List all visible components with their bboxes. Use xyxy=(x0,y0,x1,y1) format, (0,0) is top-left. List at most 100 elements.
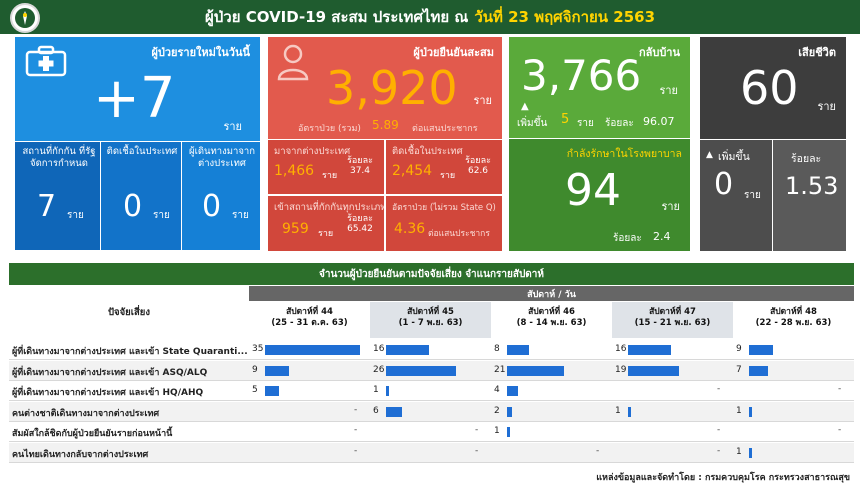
deaths-value: 60 xyxy=(740,61,799,115)
risk-factor-label: ผู้ที่เดินทางมาจากต่างประเทศ และเข้า Sta… xyxy=(12,347,248,357)
cell-bar xyxy=(749,365,768,376)
new-cases-value: +7 xyxy=(93,66,176,131)
deaths-inc-value: 0 xyxy=(714,167,734,202)
cell-value: 1 xyxy=(736,446,742,457)
week-header: สัปดาห์ / วัน xyxy=(249,286,854,301)
recovered-label: กลับบ้าน xyxy=(638,46,680,59)
person-icon xyxy=(276,43,310,85)
cell-value: 19 xyxy=(615,364,627,375)
cumulative-quarantine-card: เข้าสถานที่กักกันทุกประเภท 959 ราย ร้อยล… xyxy=(268,196,384,251)
cumulative-unit: ราย xyxy=(473,94,492,107)
empty-cell: - xyxy=(354,445,358,456)
new-cases-abroad-card: ผู้เดินทางมาจาก ต่างประเทศ 0 ราย xyxy=(182,142,260,250)
quarantine-unit: ราย xyxy=(67,210,84,221)
local-value: 0 xyxy=(123,189,143,224)
week-header-3: สัปดาห์ที่ 46 (8 - 14 พ.ย. 63) xyxy=(491,302,612,338)
cumulative-label: ผู้ป่วยยืนยันสะสม xyxy=(413,46,494,59)
empty-cell: - xyxy=(838,425,842,435)
rate-unit: ต่อแสนประชากร xyxy=(412,124,478,134)
hospital-value: 94 xyxy=(565,165,621,216)
cell-value: 26 xyxy=(373,364,385,375)
week-header-1: สัปดาห์ที่ 44 (25 - 31 ต.ค. 63) xyxy=(249,302,370,338)
cell-bar xyxy=(507,365,564,376)
cum-local-label: ติดเชื้อในประเทศ xyxy=(392,146,463,157)
cell-value: 1 xyxy=(736,405,742,416)
quarantine-value: 7 xyxy=(37,189,57,224)
source-note: แหล่งข้อมูลและจัดทำโดย : กรมควบคุมโรค กร… xyxy=(596,473,850,483)
cum-local-pct: ร้อยละ 62.6 xyxy=(465,156,491,177)
local-unit: ราย xyxy=(153,210,170,221)
risk-factor-label: สัมผัสใกล้ชิดกับผู้ป่วยยืนยันรายก่อนหน้า… xyxy=(12,429,173,439)
new-cases-card: ผู้ป่วยรายใหม่ในวันนี้ +7 ราย xyxy=(15,37,260,141)
cell-bar xyxy=(265,365,290,376)
empty-cell: - xyxy=(354,404,358,415)
table-row: สัมผัสใกล้ชิดกับผู้ป่วยยืนยันรายก่อนหน้า… xyxy=(9,422,854,442)
empty-cell: - xyxy=(475,425,479,435)
deaths-inc-label: เพิ่มขึ้น xyxy=(718,151,750,163)
table-row: คนต่างชาติเดินทางมาจากต่างประเทศ - 6 2 1 1 xyxy=(9,401,854,422)
empty-cell: - xyxy=(717,425,721,435)
abroad-value: 0 xyxy=(202,189,222,224)
empty-cell: - xyxy=(354,425,358,435)
deaths-pct-label: ร้อยละ xyxy=(791,153,822,165)
abroad-unit: ราย xyxy=(232,210,249,221)
table-title: จำนวนผู้ป่วยยืนยันตามปัจจัยเสี่ยง จำแนกร… xyxy=(9,263,854,285)
cell-value: 1 xyxy=(615,405,621,416)
week-range: (1 - 7 พ.ย. 63) xyxy=(398,318,463,329)
hospital-pct-value: 2.4 xyxy=(653,230,671,243)
hospital-pct-label: ร้อยละ xyxy=(613,233,642,244)
risk-factor-label: คนไทยเดินทางกลับจากต่างประเทศ xyxy=(12,449,149,460)
week-header-2: สัปดาห์ที่ 45 (1 - 7 พ.ย. 63) xyxy=(370,302,491,338)
empty-cell: - xyxy=(838,384,842,394)
cumulative-rate-exstate-card: อัตราป่วย (ไม่รวม State Q) 4.36 ต่อแสนปร… xyxy=(386,196,502,251)
cell-value: 9 xyxy=(736,344,742,354)
table-row: ผู้ที่เดินทางมาจากต่างประเทศ และเข้า Sta… xyxy=(9,340,854,360)
cum-abroad-value: 1,466 xyxy=(274,163,315,179)
cell-bar xyxy=(749,406,752,417)
table-row: ผู้ที่เดินทางมาจากต่างประเทศ และเข้า HQ/… xyxy=(9,381,854,401)
deaths-pct-card: ร้อยละ 1.53 xyxy=(773,140,846,251)
risk-factor-label: คนต่างชาติเดินทางมาจากต่างประเทศ xyxy=(12,408,160,419)
page-title: ผู้ป่วย COVID-19 สะสม ประเทศไทย ณ วันที่ … xyxy=(205,5,655,29)
cum-abroad-label: มาจากต่างประเทศ xyxy=(274,146,351,157)
table-row: คนไทยเดินทางกลับจากต่างประเทศ - - - - 1 xyxy=(9,442,854,463)
cell-bar xyxy=(265,386,279,396)
cell-value: 8 xyxy=(494,344,500,354)
new-cases-label: ผู้ป่วยรายใหม่ในวันนี้ xyxy=(151,46,250,59)
cell-value: 6 xyxy=(373,405,379,416)
empty-cell: - xyxy=(596,445,600,456)
recovered-inc-value: 5 xyxy=(561,112,570,127)
empty-cell: - xyxy=(717,445,721,456)
cum-quarantine-label: เข้าสถานที่กักกันทุกประเภท xyxy=(274,202,384,213)
deaths-label: เสียชีวิต xyxy=(798,46,836,59)
cell-value: 4 xyxy=(494,385,500,395)
title-text: ผู้ป่วย COVID-19 สะสม ประเทศไทย ณ xyxy=(204,8,469,26)
ministry-logo-icon xyxy=(10,3,40,33)
hospital-label: กำลังรักษาในโรงพยาบาล xyxy=(566,148,682,160)
cum-abroad-pct: ร้อยละ 37.4 xyxy=(347,156,373,177)
rate-exstate-unit: ต่อแสนประชากร xyxy=(428,229,490,239)
new-cases-local-card: ติดเชื้อในประเทศ 0 ราย xyxy=(101,142,181,250)
table-row: ผู้ที่เดินทางมาจากต่างประเทศ และเข้า ASQ… xyxy=(9,360,854,381)
rate-exstate-label: อัตราป่วย (ไม่รวม State Q) xyxy=(392,203,496,213)
cum-abroad-unit: ราย xyxy=(322,171,338,181)
week-header-4: สัปดาห์ที่ 47 (15 - 21 พ.ย. 63) xyxy=(612,302,733,338)
first-aid-kit-icon xyxy=(25,45,67,81)
cell-value: 21 xyxy=(494,364,506,375)
cum-quarantine-pct: ร้อยละ 65.42 xyxy=(347,214,373,235)
cell-value: 16 xyxy=(373,344,385,354)
quarantine-label: สถานที่กักกัน ที่รัฐจัดการกำหนด xyxy=(22,146,96,169)
cell-bar xyxy=(507,427,510,437)
cell-bar xyxy=(386,365,457,376)
recovered-card: กลับบ้าน 3,766 ราย ▲ เพิ่มขึ้น 5 ราย ร้อ… xyxy=(509,37,690,138)
recovered-inc-unit: ราย xyxy=(577,118,594,129)
rate-exstate-value: 4.36 xyxy=(394,221,426,237)
week-name: สัปดาห์ที่ 44 xyxy=(286,307,333,317)
cell-bar xyxy=(507,406,513,417)
week-range: (15 - 21 พ.ย. 63) xyxy=(634,318,711,329)
cum-quarantine-unit: ราย xyxy=(318,229,334,239)
cumulative-abroad-card: มาจากต่างประเทศ 1,466 ราย ร้อยละ 37.4 xyxy=(268,140,384,194)
cell-bar xyxy=(628,365,680,376)
cell-value: 1 xyxy=(373,385,379,395)
cell-bar xyxy=(507,386,518,396)
